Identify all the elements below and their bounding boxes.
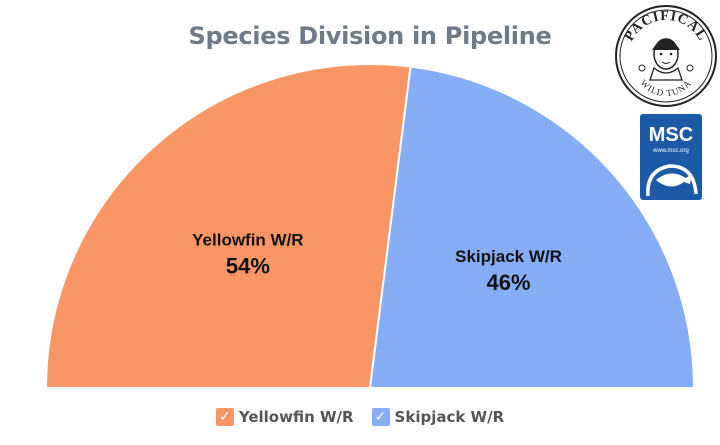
slice-label-value: 46%: [487, 270, 531, 295]
slice-skipjack-w-r: [368, 65, 696, 389]
legend: ✓ Yellowfin W/R ✓ Skipjack W/R: [0, 408, 720, 426]
msc-check-icon: [646, 164, 698, 197]
slice-yellowfin-w-r: [44, 63, 412, 389]
chart-title: Species Division in Pipeline: [188, 22, 552, 50]
msc-url-text: www.msc.org: [652, 148, 689, 154]
legend-label: Yellowfin W/R: [238, 408, 354, 426]
pacifical-logo: PACIFICAL WILD TUNA: [615, 5, 717, 107]
legend-check-icon: ✓: [371, 408, 390, 426]
legend-item[interactable]: ✓ Yellowfin W/R: [215, 408, 354, 426]
legend-item[interactable]: ✓ Skipjack W/R: [371, 408, 505, 426]
legend-label: Skipjack W/R: [394, 408, 505, 426]
slice-label-name: Yellowfin W/R: [192, 230, 303, 249]
msc-logo: MSC www.msc.org: [640, 114, 702, 200]
legend-check-icon: ✓: [215, 408, 234, 426]
msc-logo-text: MSC: [649, 124, 693, 146]
slice-label-value: 54%: [226, 253, 270, 278]
slice-label-name: Skipjack W/R: [455, 247, 562, 266]
fish-icon: [656, 173, 692, 187]
